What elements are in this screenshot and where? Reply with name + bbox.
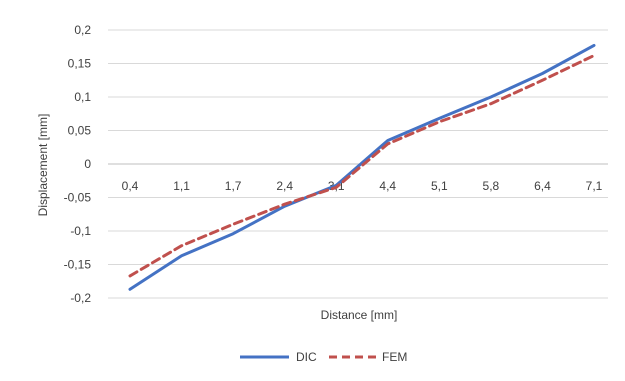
y-tick-label: -0,2 <box>70 291 91 305</box>
legend-label-dic: DIC <box>296 350 317 364</box>
series-lines <box>128 43 596 291</box>
y-tick-label: -0,05 <box>64 191 92 205</box>
x-axis-ticks: 0,4 1,1 1,7 2,4 3,1 4,4 5,1 5,8 6,4 7,1 <box>122 179 603 193</box>
x-tick-label: 1,1 <box>173 179 190 193</box>
x-tick-label: 1,7 <box>225 179 242 193</box>
y-tick-label: 0 <box>84 157 91 171</box>
legend: DIC FEM <box>240 350 407 364</box>
y-tick-label: -0,1 <box>70 224 91 238</box>
y-tick-label: 0,05 <box>68 124 92 138</box>
y-tick-label: 0,15 <box>68 57 92 71</box>
x-tick-label: 5,1 <box>431 179 448 193</box>
x-tick-label: 0,4 <box>122 179 139 193</box>
series-line-dic <box>128 43 596 291</box>
y-axis-title: Displacement [mm] <box>36 114 50 217</box>
y-tick-label: 0,1 <box>74 90 91 104</box>
x-tick-label: 6,4 <box>534 179 551 193</box>
y-axis-ticks: 0,2 0,15 0,1 0,05 0 -0,05 -0,1 -0,15 -0,2 <box>64 23 92 305</box>
y-tick-label: 0,2 <box>74 23 91 37</box>
series-line-fem <box>128 54 596 278</box>
x-axis-title: Distance [mm] <box>321 308 398 322</box>
legend-label-fem: FEM <box>382 350 407 364</box>
y-tick-label: -0,15 <box>64 258 92 272</box>
x-tick-label: 5,8 <box>483 179 500 193</box>
gridlines <box>108 29 608 299</box>
x-tick-label: 2,4 <box>276 179 293 193</box>
x-tick-label: 7,1 <box>586 179 603 193</box>
x-tick-label: 4,4 <box>379 179 396 193</box>
